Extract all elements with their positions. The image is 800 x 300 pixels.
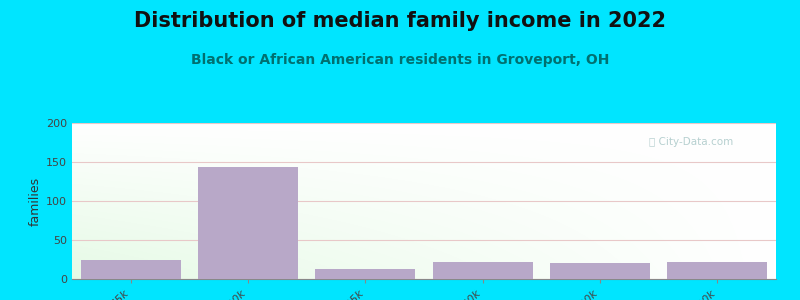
- Bar: [667, 262, 767, 279]
- Bar: [81, 260, 181, 279]
- Y-axis label: families: families: [29, 176, 42, 226]
- Bar: [433, 262, 533, 279]
- Bar: [315, 269, 415, 279]
- Text: Distribution of median family income in 2022: Distribution of median family income in …: [134, 11, 666, 31]
- Bar: [550, 262, 650, 279]
- Text: Ⓜ City-Data.com: Ⓜ City-Data.com: [650, 137, 734, 147]
- Text: Black or African American residents in Groveport, OH: Black or African American residents in G…: [191, 53, 609, 67]
- Bar: [198, 167, 298, 279]
